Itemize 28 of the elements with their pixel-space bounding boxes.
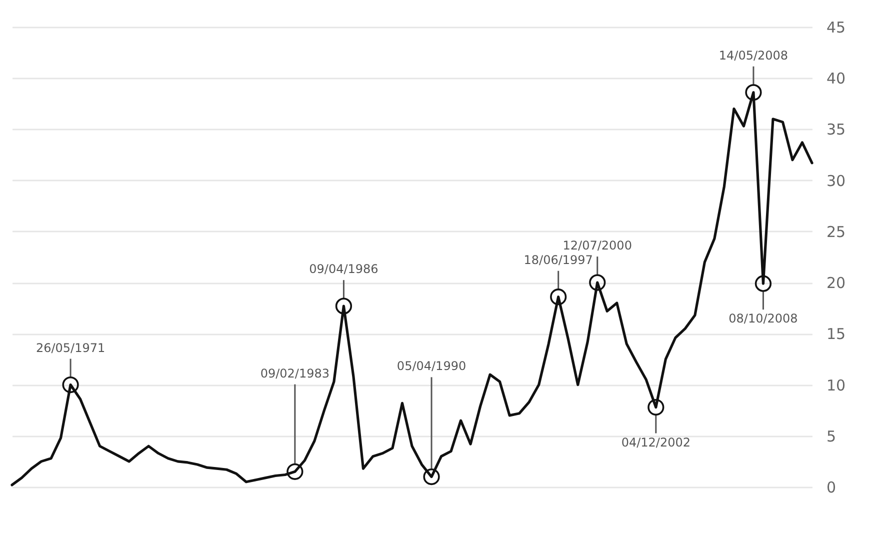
annotation: 14/05/2008: [718, 48, 788, 62]
annotation: 26/05/1971: [36, 340, 106, 355]
y-tick-label: 0: [826, 478, 836, 496]
point: [286, 463, 304, 480]
point: [62, 376, 79, 394]
y-tick-label: 20: [826, 274, 846, 292]
point: [589, 274, 606, 291]
y-tick-label: 35: [826, 120, 846, 139]
annotation: 08/10/2008: [728, 312, 798, 326]
y-tick-label: 5: [826, 427, 836, 446]
annotation: 05/04/1990: [396, 359, 466, 374]
y-tick-label: 10: [826, 376, 846, 394]
point: [550, 288, 567, 306]
point: [335, 298, 352, 314]
annotation: 18/06/1997: [524, 252, 593, 267]
point: [423, 468, 440, 486]
y-tick-label: 15: [826, 325, 846, 344]
y-tick-label: 25: [826, 222, 846, 241]
y-tick-label: 40: [826, 70, 846, 88]
point: [648, 398, 664, 416]
point: [745, 84, 762, 101]
annotation: 04/12/2002: [621, 435, 690, 450]
point: [754, 275, 772, 292]
annotation: 12/07/2000: [562, 238, 632, 253]
annotation: 09/02/1983: [260, 366, 330, 380]
y-tick-label: 30: [826, 172, 846, 190]
annotation: 09/04/1986: [309, 262, 378, 276]
y-tick-label: 45: [826, 18, 846, 36]
